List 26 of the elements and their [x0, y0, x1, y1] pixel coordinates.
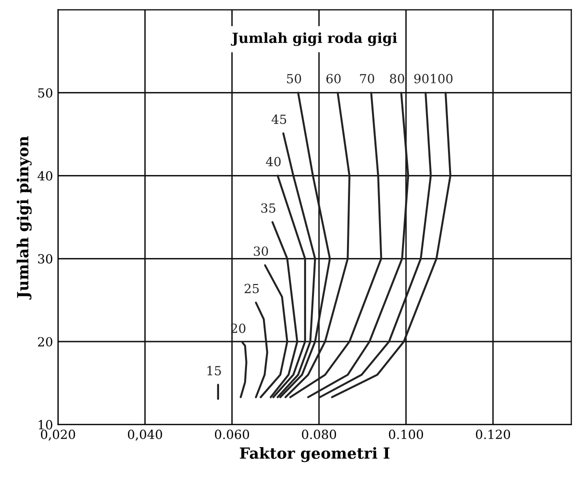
y-tick-label: 20 [38, 337, 52, 347]
series-label: 25 [244, 284, 259, 294]
x-tick-label: 0.120 [476, 430, 510, 440]
x-tick-label: 0,040 [128, 430, 162, 441]
series-label: 100 [431, 74, 453, 84]
series-label: 30 [254, 246, 268, 256]
series-label: 40 [266, 156, 281, 166]
x-tick-label: 0.080 [302, 430, 336, 440]
series-label: 90 [414, 74, 429, 84]
x-axis-title: Faktor geometri I [240, 447, 390, 462]
y-tick-label: 40 [38, 171, 52, 181]
y-tick-label: 10 [38, 420, 52, 430]
series-label: 60 [326, 74, 341, 84]
y-tick-label: 50 [38, 88, 52, 98]
x-tick-label: 0.060 [214, 430, 250, 440]
x-tick-label: 0,020 [40, 430, 76, 441]
series-label: 70 [360, 74, 374, 84]
series-label: 15 [207, 366, 221, 376]
series-label: 35 [261, 203, 276, 213]
y-tick-label: 30 [38, 254, 52, 264]
series-label: 80 [390, 74, 404, 84]
text: Jumlah gigi roda gigi [230, 32, 398, 46]
series-label: 45 [272, 114, 286, 124]
x-tick-label: 0.100 [388, 430, 424, 440]
y-axis-title: Jumlah gigi pinyon [16, 136, 32, 300]
series-label: 50 [287, 74, 302, 84]
